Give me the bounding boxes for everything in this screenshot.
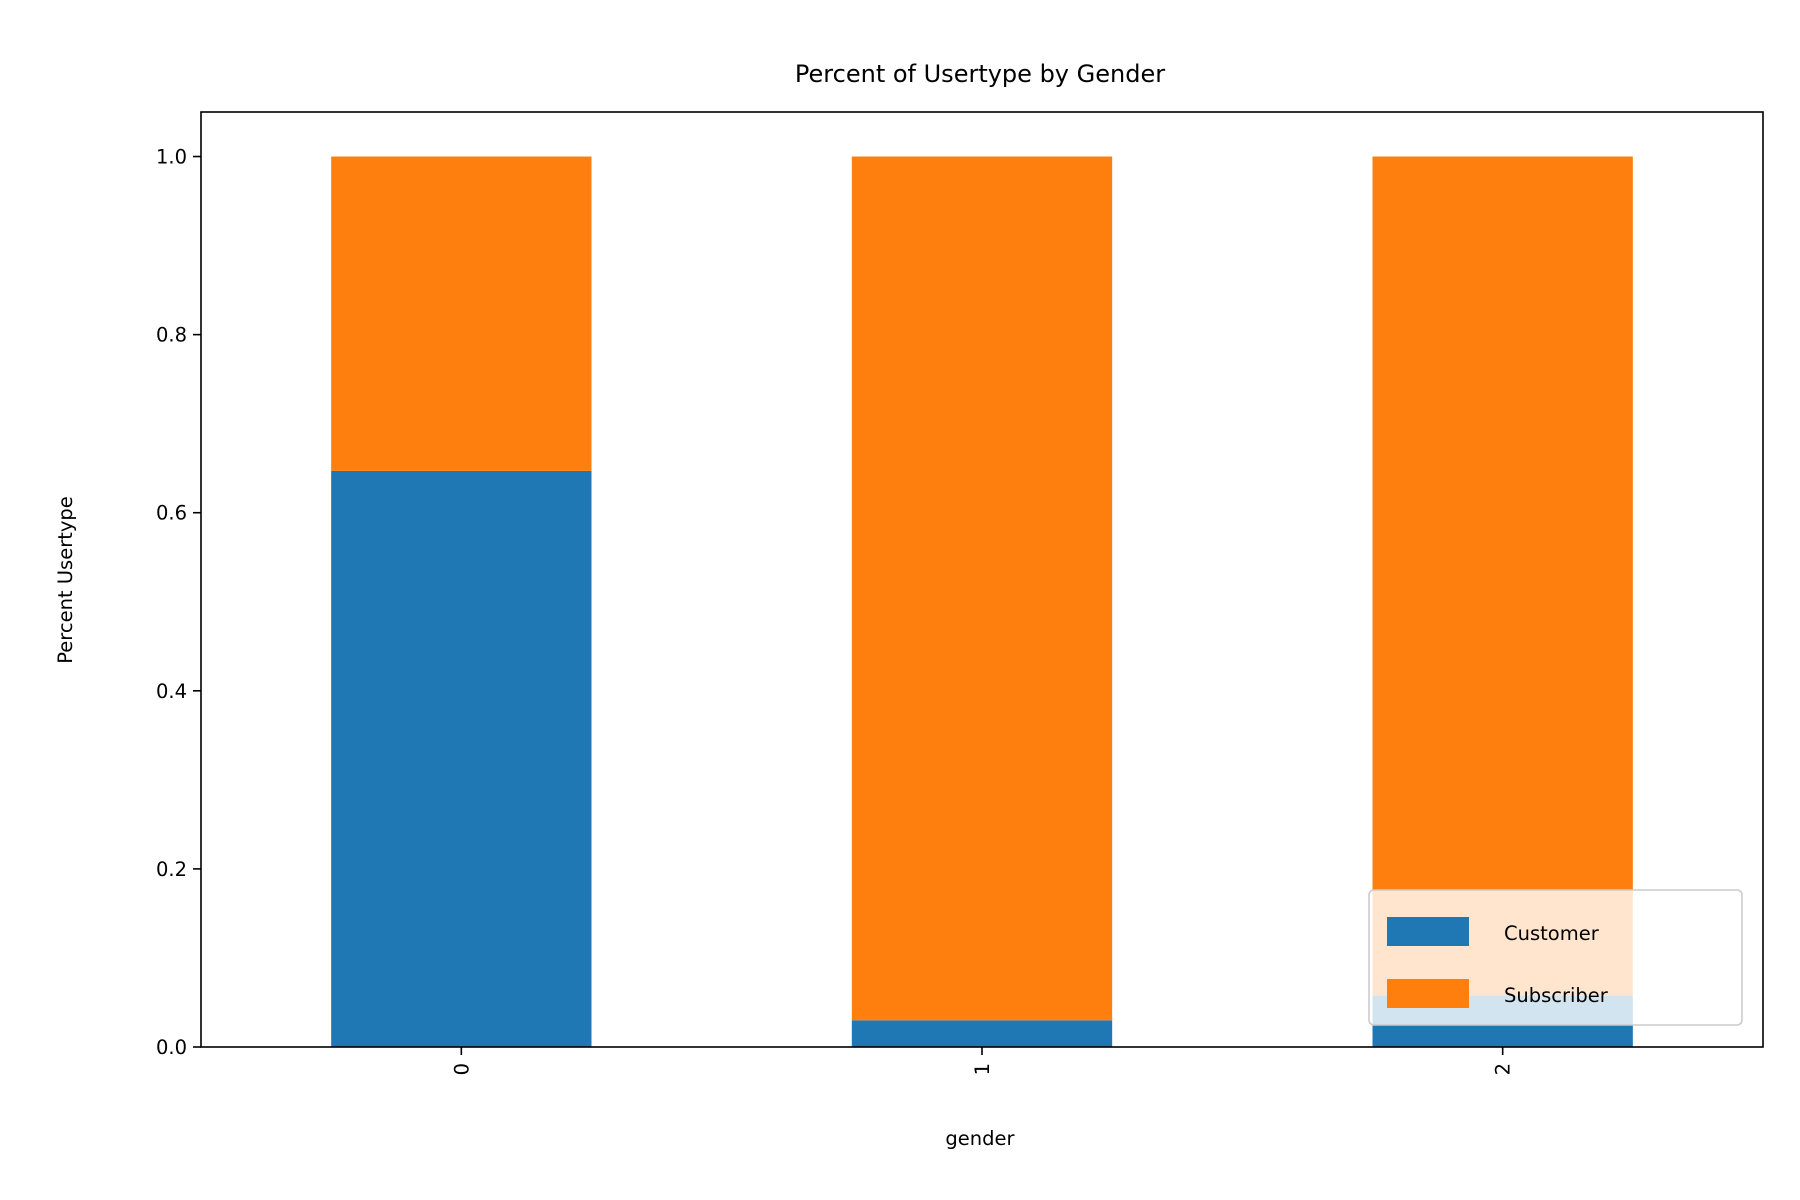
y-tick-label: 0.8	[156, 324, 187, 347]
y-tick-label: 1.0	[156, 146, 187, 169]
legend-swatch-subscriber	[1387, 979, 1469, 1008]
y-tick-label: 0.2	[156, 858, 187, 881]
y-tick-label: 0.0	[156, 1036, 187, 1059]
bar-subscriber-1	[851, 156, 1113, 1021]
x-tick-label: 0	[450, 1063, 473, 1075]
y-tick-label: 0.6	[156, 502, 187, 525]
legend: Customer Subscriber	[1368, 889, 1743, 1026]
bar-subscriber-0	[331, 156, 592, 471]
y-tick-label: 0.4	[156, 680, 187, 703]
x-axis: 0 1 2	[450, 1047, 1515, 1075]
bar-subscriber-2	[1372, 156, 1633, 996]
x-tick-label: 2	[1492, 1063, 1515, 1075]
bar-customer-0	[331, 470, 592, 1047]
bar-customer-1	[851, 1020, 1113, 1047]
legend-label-customer: Customer	[1504, 922, 1600, 945]
legend-label-subscriber: Subscriber	[1504, 984, 1609, 1007]
chart-title: Percent of Usertype by Gender	[795, 60, 1165, 88]
y-axis-label: Percent Usertype	[54, 496, 77, 664]
x-axis-label: gender	[945, 1127, 1015, 1150]
x-tick-label: 1	[971, 1063, 994, 1075]
legend-swatch-customer	[1387, 917, 1469, 946]
y-axis: 0.0 0.2 0.4 0.6 0.8 1.0	[156, 146, 201, 1059]
